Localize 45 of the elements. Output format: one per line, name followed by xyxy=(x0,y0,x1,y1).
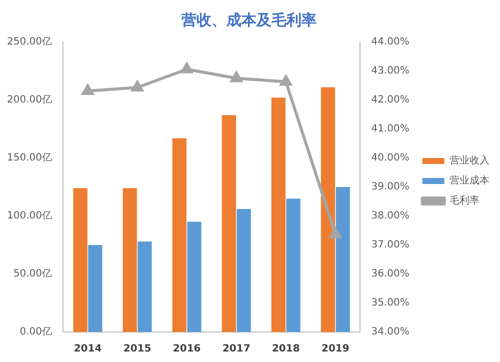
legend-label: 营业收入 xyxy=(449,154,490,167)
y-tick-label: 50.00亿 xyxy=(13,268,52,280)
bar xyxy=(271,98,286,332)
y2-tick-label: 35.00% xyxy=(371,298,410,309)
y2-tick-label: 34.00% xyxy=(371,326,410,338)
y-tick-label: 200.00亿 xyxy=(6,94,52,106)
bar xyxy=(138,242,152,332)
bar xyxy=(222,115,236,332)
y2-tick-label: 42.00% xyxy=(371,94,410,106)
point xyxy=(82,84,94,96)
chart-title: 营收、成本及毛利率 xyxy=(180,10,316,29)
legend-label: 毛利率 xyxy=(449,194,480,207)
x-tick-label: 2014 xyxy=(74,344,102,355)
y2-tick-label: 40.00% xyxy=(371,152,410,164)
bar xyxy=(122,188,137,332)
bar xyxy=(286,198,300,332)
bar xyxy=(187,222,202,332)
y2-tick-label: 41.00% xyxy=(371,124,410,135)
x-tick-label: 2019 xyxy=(322,344,350,355)
point xyxy=(280,75,292,86)
y2-tick-label: 39.00% xyxy=(371,182,410,193)
y-tick-label: 250.00亿 xyxy=(6,36,52,48)
y-tick-label: 0.00亿 xyxy=(20,326,52,338)
bar xyxy=(73,188,88,332)
bar xyxy=(320,87,336,332)
bar xyxy=(88,245,102,332)
point xyxy=(230,72,242,82)
y-tick-label: 150.00亿 xyxy=(6,152,52,164)
legend-label: 营业成本 xyxy=(449,174,490,187)
y2-tick-label: 37.00% xyxy=(371,240,410,251)
y-tick-label: 100.00亿 xyxy=(6,210,52,222)
y2-tick-label: 38.00% xyxy=(371,210,410,222)
x-tick-label: 2018 xyxy=(272,344,300,355)
x-tick-label: 2015 xyxy=(123,344,152,355)
y2-tick-label: 36.00% xyxy=(371,268,410,280)
point xyxy=(131,81,144,92)
bar xyxy=(336,187,350,332)
point xyxy=(330,228,342,238)
y2-tick-label: 43.00% xyxy=(371,66,410,77)
y2-tick-label: 44.00% xyxy=(371,36,410,48)
x-tick-label: 2017 xyxy=(222,344,250,355)
x-tick-label: 2016 xyxy=(172,344,201,355)
point xyxy=(181,62,193,74)
bar xyxy=(172,138,186,332)
bar xyxy=(236,209,251,332)
